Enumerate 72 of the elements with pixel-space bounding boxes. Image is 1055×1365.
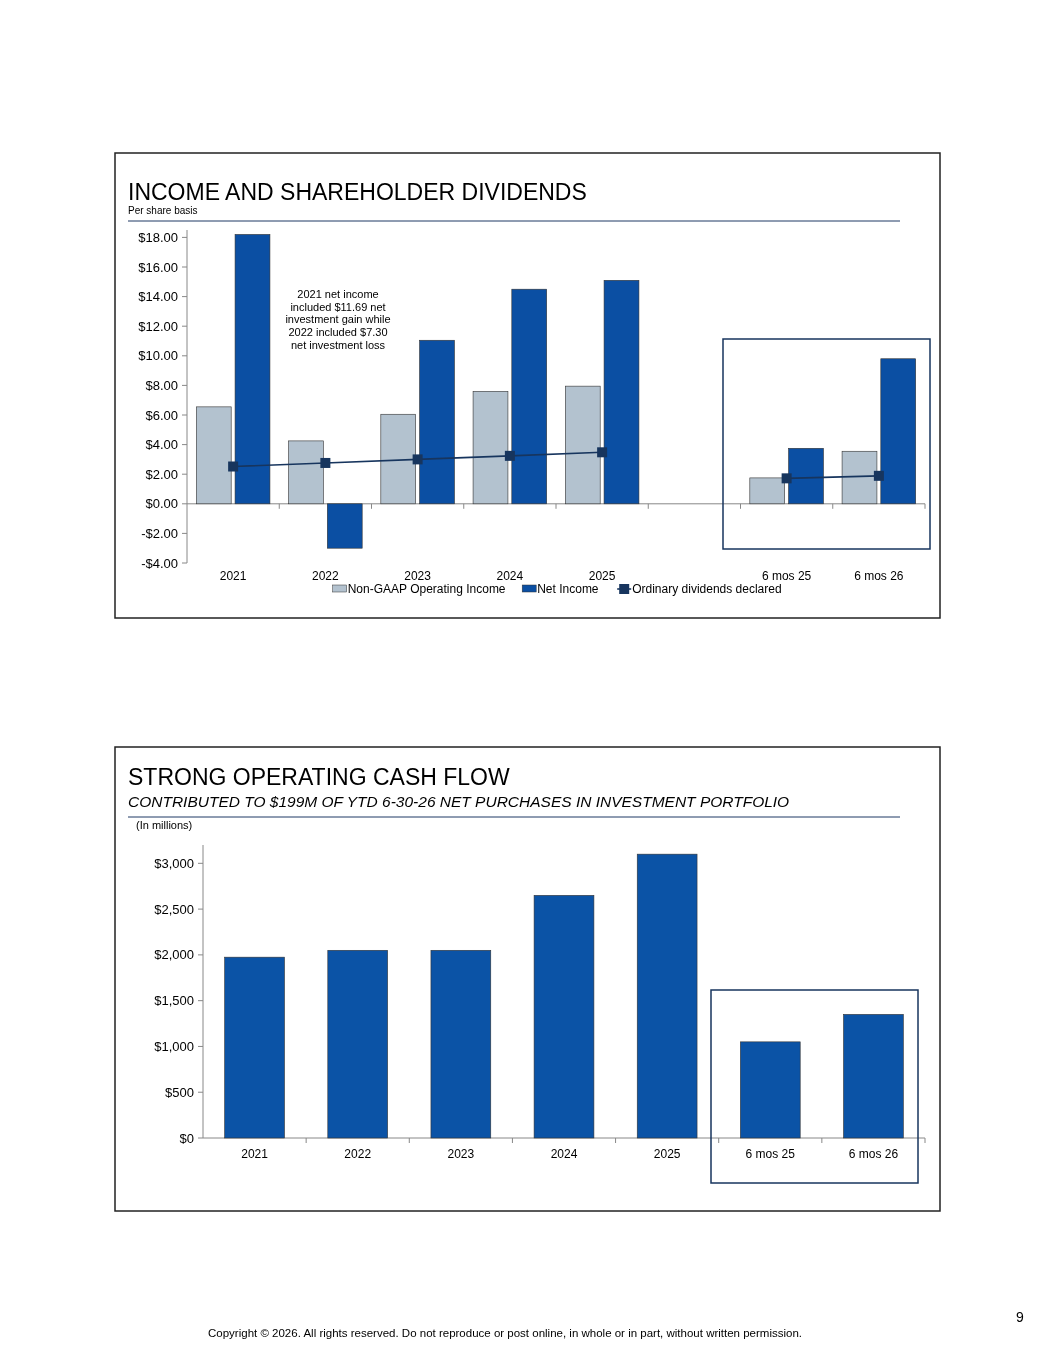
x-tick-label: 2023 bbox=[404, 569, 432, 583]
text: Copyright © 2026. All rights reserved. Do not reproduce or post online, in whole or in part, without written permission. bbox=[208, 1327, 802, 1339]
y-tick-label: -$2.00 bbox=[141, 525, 178, 541]
x-tick-label: 2025 bbox=[588, 569, 616, 583]
point bbox=[320, 457, 331, 468]
bar bbox=[749, 477, 785, 505]
y-tick-label: $0.00 bbox=[145, 496, 178, 512]
x-tick-label: 2023 bbox=[447, 1147, 475, 1161]
y-tick-label: $1,500 bbox=[154, 993, 194, 1009]
y-tick-label: $2,000 bbox=[154, 947, 194, 963]
bar bbox=[419, 339, 455, 505]
bar bbox=[511, 288, 547, 505]
legend-label: Net Income bbox=[537, 582, 599, 596]
y-tick-label: $12.00 bbox=[138, 318, 178, 334]
chart-title: STRONG OPERATING CASH FLOW bbox=[128, 764, 510, 790]
point bbox=[412, 454, 423, 465]
chart-subtitle: Per share basis bbox=[128, 205, 198, 216]
y-tick-label: $16.00 bbox=[138, 259, 178, 275]
annotation: 2021 net income included $11.69 net investment gain while 2022 included $7.30 net investment loss bbox=[285, 288, 391, 351]
x-tick-label: 2022 bbox=[344, 1147, 372, 1161]
bar bbox=[472, 391, 509, 505]
y-tick-label: $1,000 bbox=[154, 1038, 194, 1054]
legend-label: Non-GAAP Operating Income bbox=[347, 582, 506, 596]
bar bbox=[327, 503, 363, 549]
chart-title: INCOME AND SHAREHOLDER DIVIDENDS bbox=[128, 179, 587, 205]
bar bbox=[380, 413, 416, 505]
bar bbox=[430, 950, 492, 1139]
y-tick-label: $500 bbox=[165, 1084, 194, 1100]
y-tick-label: $8.00 bbox=[145, 377, 178, 393]
x-tick-label: 6 mos 25 bbox=[761, 569, 812, 583]
x-tick-label: 2025 bbox=[653, 1147, 681, 1161]
x-tick-label: 2021 bbox=[219, 569, 247, 583]
x-tick-label: 2022 bbox=[312, 569, 340, 583]
chart-subtitle: CONTRIBUTED TO $199M OF YTD 6-30-26 NET PURCHASES IN INVESTMENT PORTFOLIO bbox=[128, 793, 790, 810]
bar bbox=[841, 450, 878, 505]
legend-label: Ordinary dividends declared bbox=[632, 582, 782, 596]
y-tick-label: $4.00 bbox=[145, 437, 178, 453]
point bbox=[504, 450, 515, 461]
x-tick-label: 6 mos 26 bbox=[848, 1147, 899, 1161]
x-tick-label: 2024 bbox=[550, 1147, 578, 1161]
x-tick-label: 6 mos 25 bbox=[745, 1147, 796, 1161]
x-tick-label: 2021 bbox=[241, 1147, 269, 1161]
text: 9 bbox=[1016, 1309, 1025, 1325]
y-tick-label: $14.00 bbox=[138, 289, 178, 305]
bar bbox=[880, 358, 916, 505]
point bbox=[781, 473, 792, 484]
bar bbox=[327, 950, 388, 1139]
bar bbox=[533, 895, 595, 1139]
x-tick-label: 6 mos 26 bbox=[854, 569, 904, 583]
y-tick-label: $10.00 bbox=[138, 348, 178, 364]
bar bbox=[565, 385, 601, 505]
bar bbox=[224, 956, 285, 1139]
bar bbox=[740, 1041, 801, 1139]
bar bbox=[234, 234, 271, 505]
y-tick-label: -$4.00 bbox=[141, 555, 178, 571]
y-tick-label: $18.00 bbox=[138, 229, 178, 245]
bar bbox=[636, 853, 698, 1139]
y-tick-label: $2,500 bbox=[154, 901, 194, 917]
point bbox=[228, 461, 239, 472]
y-tick-label: $6.00 bbox=[145, 407, 178, 423]
y-tick-label: $2.00 bbox=[145, 466, 178, 482]
point bbox=[597, 447, 608, 458]
y-axis-title: (In millions) bbox=[136, 819, 193, 831]
y-tick-label: $0 bbox=[179, 1130, 194, 1146]
bar bbox=[288, 440, 324, 505]
bar bbox=[843, 1014, 904, 1139]
point bbox=[873, 470, 884, 481]
y-tick-label: $3,000 bbox=[154, 855, 194, 871]
bar bbox=[788, 448, 824, 505]
bar bbox=[196, 406, 232, 505]
x-tick-label: 2024 bbox=[496, 569, 524, 583]
bar bbox=[603, 280, 640, 505]
